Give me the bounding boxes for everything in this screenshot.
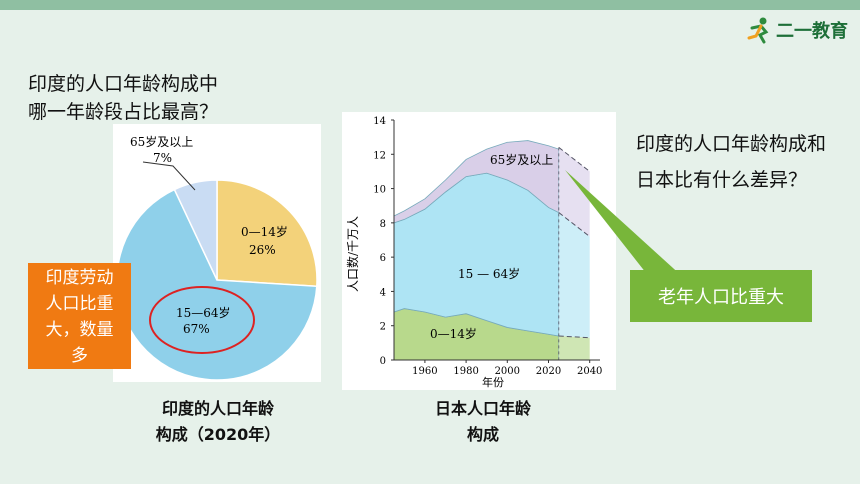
- caption-india-line1: 印度的人口年龄: [161, 399, 274, 418]
- japan-callout: 老年人口比重大: [630, 270, 812, 322]
- x-tick-label: 2040: [577, 366, 602, 377]
- pie-value-15-64: 67%: [183, 322, 210, 336]
- question-left: 印度的人口年龄构成中 哪一年龄段占比最高？: [28, 70, 218, 126]
- pie-value-0-14: 26%: [249, 243, 276, 257]
- y-tick-labels: 0 2 4 6 8 10 12 14: [373, 116, 394, 367]
- projection-line-2: [558, 335, 590, 339]
- highlight-ellipse: [149, 286, 255, 354]
- series-label-65plus: 65岁及以上: [490, 152, 553, 167]
- x-axis-label: 年份: [482, 375, 504, 389]
- y-tick-label: 14: [373, 116, 386, 127]
- question-left-line2: 哪一年龄段占比最高？: [28, 101, 219, 123]
- india-callout-line3: 大，数量: [45, 320, 114, 340]
- y-tick-label: 4: [380, 287, 386, 298]
- caption-japan-line1: 日本人口年龄: [434, 399, 531, 418]
- x-tick-label: 1980: [453, 366, 478, 377]
- japan-area-chart: 0 2 4 6 8 10 12 14 1960 1980 2000 2020 2040 人口数/千万人…: [345, 116, 602, 389]
- x-tick-label: 2000: [495, 366, 520, 377]
- question-left-line1: 印度的人口年龄构成中: [28, 73, 219, 95]
- series-label-0-14: 0—14岁: [430, 326, 477, 341]
- india-callout-line4: 多: [71, 346, 88, 366]
- x-tick-label: 2020: [536, 366, 561, 377]
- y-tick-label: 12: [373, 150, 386, 161]
- india-pie-chart: 65岁及以上 7% 0—14岁 26% 15—64岁 67%: [116, 134, 318, 381]
- caption-japan-line2: 构成: [466, 425, 499, 444]
- y-tick-label: 10: [373, 185, 386, 196]
- india-callout-line2: 人口比重: [45, 294, 114, 314]
- india-callout-line1: 印度劳动: [45, 268, 114, 288]
- y-axis-label: 人口数/千万人: [345, 216, 360, 292]
- pie-leader-line: [142, 161, 196, 191]
- caption-india: 印度的人口年龄 构成（2020年）: [120, 396, 316, 448]
- caption-india-line2: 构成（2020年）: [155, 425, 281, 444]
- question-right: 印度的人口年龄构成和日本比有什么差异？: [636, 133, 827, 191]
- y-tick-label: 2: [380, 322, 386, 333]
- y-tick-label: 0: [380, 356, 386, 367]
- pie-label-15-64: 15—64岁: [176, 305, 231, 320]
- x-tick-labels: 1960 1980 2000 2020 2040: [412, 360, 602, 377]
- top-accent-bar: [0, 0, 860, 10]
- caption-japan: 日本人口年龄 构成: [398, 396, 568, 448]
- logo-text: 二一教育: [776, 21, 848, 42]
- india-pie-panel: 65岁及以上 7% 0—14岁 26% 15—64岁 67%: [113, 124, 321, 382]
- y-tick-label: 8: [380, 219, 386, 230]
- runner-logo-icon: [747, 17, 769, 44]
- area-band-65plus: [393, 140, 560, 224]
- pie-slice-65plus: [173, 179, 218, 281]
- pie-label-0-14: 0—14岁: [241, 224, 288, 239]
- pie-value-65plus: 7%: [153, 151, 172, 165]
- series-label-15-64: 15 — 64岁: [458, 266, 520, 281]
- x-tick-label: 1960: [412, 366, 437, 377]
- india-callout: 印度劳动 人口比重 大，数量 多: [28, 263, 131, 369]
- pie-slice-0-14: [216, 179, 318, 288]
- japan-area-panel: 0 2 4 6 8 10 12 14 1960 1980 2000 2020 2040 人口数/千万人…: [342, 112, 616, 390]
- pie-label-65plus: 65岁及以上: [130, 134, 193, 149]
- pie-slices: [116, 179, 318, 381]
- projection-band-0-14: [558, 336, 590, 360]
- projection-line-0: [558, 147, 591, 172]
- y-tick-label: 6: [380, 253, 386, 264]
- pie-slice-15-64: [116, 188, 318, 381]
- logo: 二一教育: [746, 14, 848, 46]
